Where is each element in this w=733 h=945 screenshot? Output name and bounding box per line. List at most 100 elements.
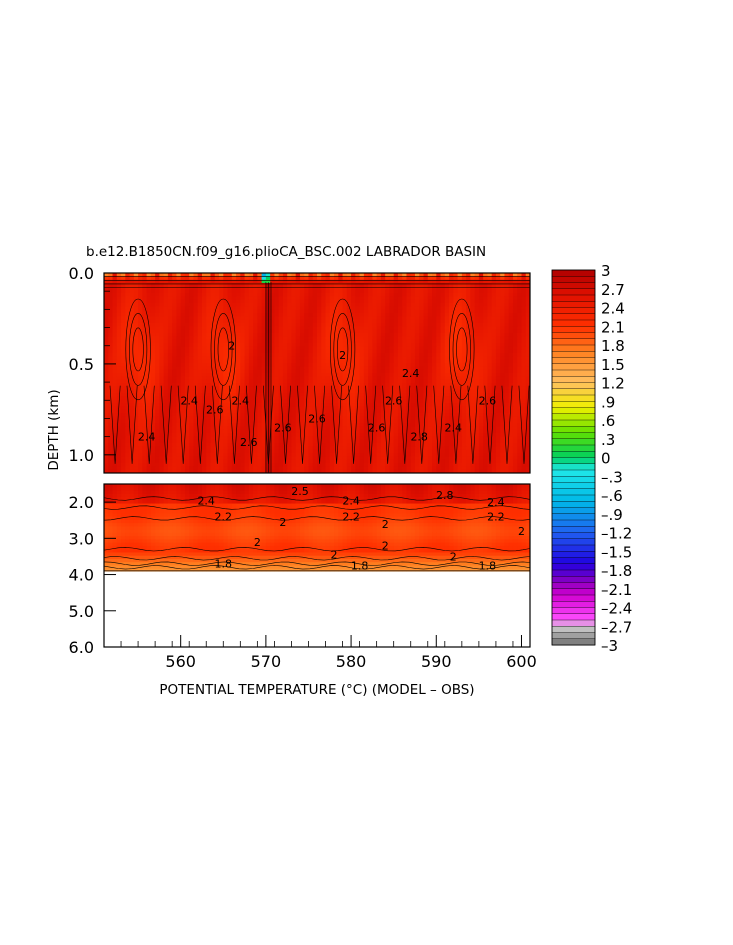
field-cell [121,289,126,294]
field-cell [483,366,488,371]
field-cell [299,396,305,401]
field-cell [312,359,318,364]
field-cell [508,303,514,307]
field-cell [397,279,403,284]
field-cell [372,436,378,441]
field-cell [334,383,339,387]
field-cell [180,293,186,297]
field-cell [287,406,293,411]
field-cell [495,353,501,357]
field-cell [201,423,207,427]
field-cell [393,359,399,364]
field-cell [193,406,199,411]
field-cell [334,409,339,414]
field-cell [159,306,165,311]
field-cell [414,399,420,404]
field-cell [393,363,399,367]
field-cell [487,299,493,304]
field-cell [470,399,476,404]
field-cell [427,386,433,391]
field-cell [129,309,135,314]
field-cell [325,376,331,381]
field-cell [278,273,284,277]
field-cell [317,386,322,391]
field-cell [385,383,391,387]
field-cell [125,303,131,307]
field-cell [184,323,190,327]
field-cell [380,339,386,344]
field-cell [261,289,267,294]
field-cell [104,359,109,364]
field-cell [359,293,365,297]
field-cell [223,383,229,387]
field-cell [142,363,148,367]
field-cell [470,359,476,364]
field-cell [508,379,514,384]
field-cell [253,366,258,371]
field-cell [240,329,246,334]
field-cell [351,309,356,314]
field-cell [338,389,344,394]
field-cell [385,303,391,307]
field-cell [397,349,403,354]
field-cell [525,303,530,307]
field-cell [363,323,369,327]
field-cell [325,279,331,284]
field-cell [495,339,501,344]
field-cell [223,433,229,437]
field-cell [440,363,446,367]
field-cell [385,326,391,331]
field-cell [291,376,297,381]
field-cell [104,286,109,291]
field-cell [521,416,527,421]
field-cell [189,366,195,371]
field-cell [397,423,403,427]
field-cell [261,283,267,287]
field-cell [427,426,433,431]
field-cell [282,366,288,371]
field-cell [461,306,467,311]
field-cell [142,403,148,407]
field-cell [419,416,425,421]
field-cell [508,436,514,441]
field-cell [512,349,518,354]
field-cell [214,313,220,317]
field-cell [138,436,143,441]
field-cell [517,359,523,364]
field-cell [172,383,178,387]
field-cell [500,423,506,427]
field-cell [376,373,382,377]
field-cell [521,413,527,417]
field-cell [304,393,310,397]
field-cell [299,416,305,421]
field-cell [116,379,122,384]
field-cell [436,419,442,424]
field-cell [359,306,365,311]
field-cell [487,363,493,367]
field-cell [193,433,199,437]
field-cell [206,429,212,434]
field-cell [304,423,310,427]
field-cell [380,426,386,431]
field-cell [385,349,391,354]
field-cell [410,403,416,407]
field-cell [112,276,118,281]
field-cell [423,436,429,441]
field-cell [172,296,178,301]
field-cell [517,316,523,321]
field-cell [244,276,250,281]
field-cell [193,283,199,287]
field-cell [142,326,148,331]
field-cell [521,273,527,277]
field-cell [491,383,497,387]
field-cell [444,309,450,314]
field-cell [419,419,425,424]
field-cell [508,426,514,431]
field-cell [121,366,126,371]
field-cell [206,276,212,281]
field-cell [427,293,433,297]
field-cell [299,326,305,331]
field-cell [240,366,246,371]
field-cell [172,413,178,417]
field-cell [206,349,212,354]
